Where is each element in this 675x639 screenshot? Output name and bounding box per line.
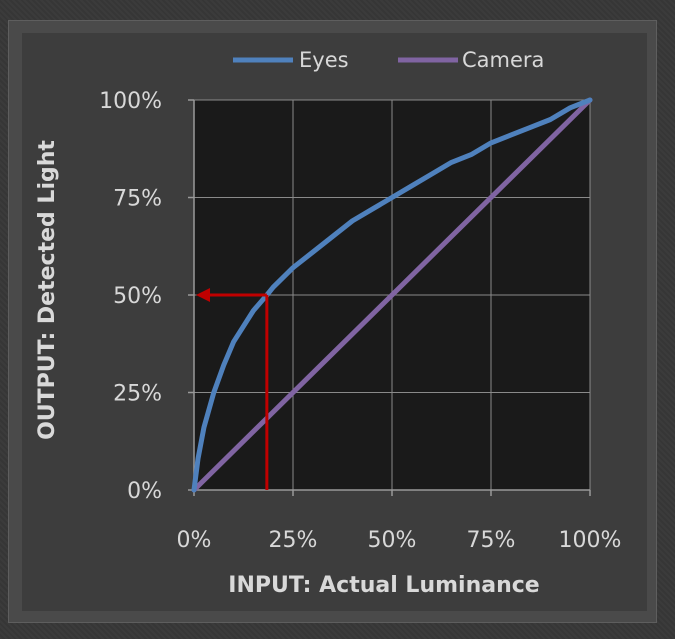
- legend-label-eyes: Eyes: [299, 48, 349, 72]
- legend: Eyes Camera: [233, 48, 544, 72]
- x-tick-label: 50%: [368, 528, 417, 553]
- y-tick-label: 0%: [127, 479, 162, 504]
- x-tick-label: 0%: [177, 528, 212, 553]
- y-tick-label: 25%: [113, 382, 162, 407]
- legend-label-camera: Camera: [462, 48, 544, 72]
- series-line-eyes: [191, 97, 593, 493]
- annotation-layer: [196, 288, 269, 490]
- y-tick-label: 50%: [113, 284, 162, 309]
- series-layer: [191, 97, 593, 493]
- annotation-arrowhead: [196, 288, 210, 302]
- x-tick-label: 25%: [269, 528, 318, 553]
- tick-labels: 0% 25% 50% 75% 100% 0% 25% 50% 75% 100%: [99, 89, 621, 553]
- series-line-camera: [191, 97, 593, 493]
- x-axis-title: INPUT: Actual Luminance: [228, 573, 539, 598]
- y-tick-label: 75%: [113, 187, 162, 212]
- y-tick-label: 100%: [99, 89, 162, 114]
- y-axis-title: OUTPUT: Detected Light: [35, 140, 60, 440]
- axes: [188, 99, 591, 496]
- x-tick-label: 75%: [467, 528, 516, 553]
- x-tick-label: 100%: [559, 528, 622, 553]
